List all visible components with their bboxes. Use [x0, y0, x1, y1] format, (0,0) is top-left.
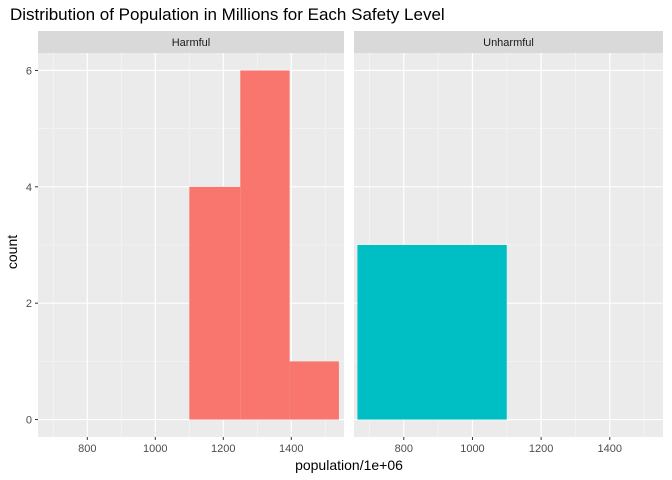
histogram-bar [189, 186, 241, 420]
facet-panel-unharmful: Unharmful 800 1000 1200 1400 [354, 31, 663, 455]
facet-strip-label: Harmful [172, 37, 211, 49]
x-tick-label: 800 [78, 443, 96, 455]
chart-title: Distribution of Population in Millions f… [10, 5, 445, 24]
x-tick-label: 1400 [279, 443, 303, 455]
x-tick-label: 1000 [460, 443, 484, 455]
facet-strip-label: Unharmful [483, 37, 534, 49]
x-tick-label: 1000 [143, 443, 167, 455]
facet-strip [354, 31, 663, 53]
y-tick-label: 6 [26, 65, 32, 77]
facet-strip [38, 31, 344, 53]
y-tick-label: 4 [26, 182, 32, 194]
facet-panels: Harmful 800 1000 1200 1400 0 2 4 6 Unharmful 800 10… [26, 31, 663, 455]
histogram-bar [357, 245, 507, 420]
x-axis-title: population/1e+06 [295, 457, 403, 473]
x-tick-label: 1400 [598, 443, 622, 455]
x-tick-label: 800 [395, 443, 413, 455]
histogram-bar [240, 70, 290, 420]
y-tick-label: 0 [26, 415, 32, 427]
x-tick-label: 1200 [211, 443, 235, 455]
facet-panel-harmful: Harmful 800 1000 1200 1400 0 2 4 6 [26, 31, 344, 455]
x-tick-label: 1200 [529, 443, 553, 455]
y-tick-label: 2 [26, 298, 32, 310]
y-axis-title: count [4, 235, 20, 269]
histogram-bar [289, 361, 339, 420]
